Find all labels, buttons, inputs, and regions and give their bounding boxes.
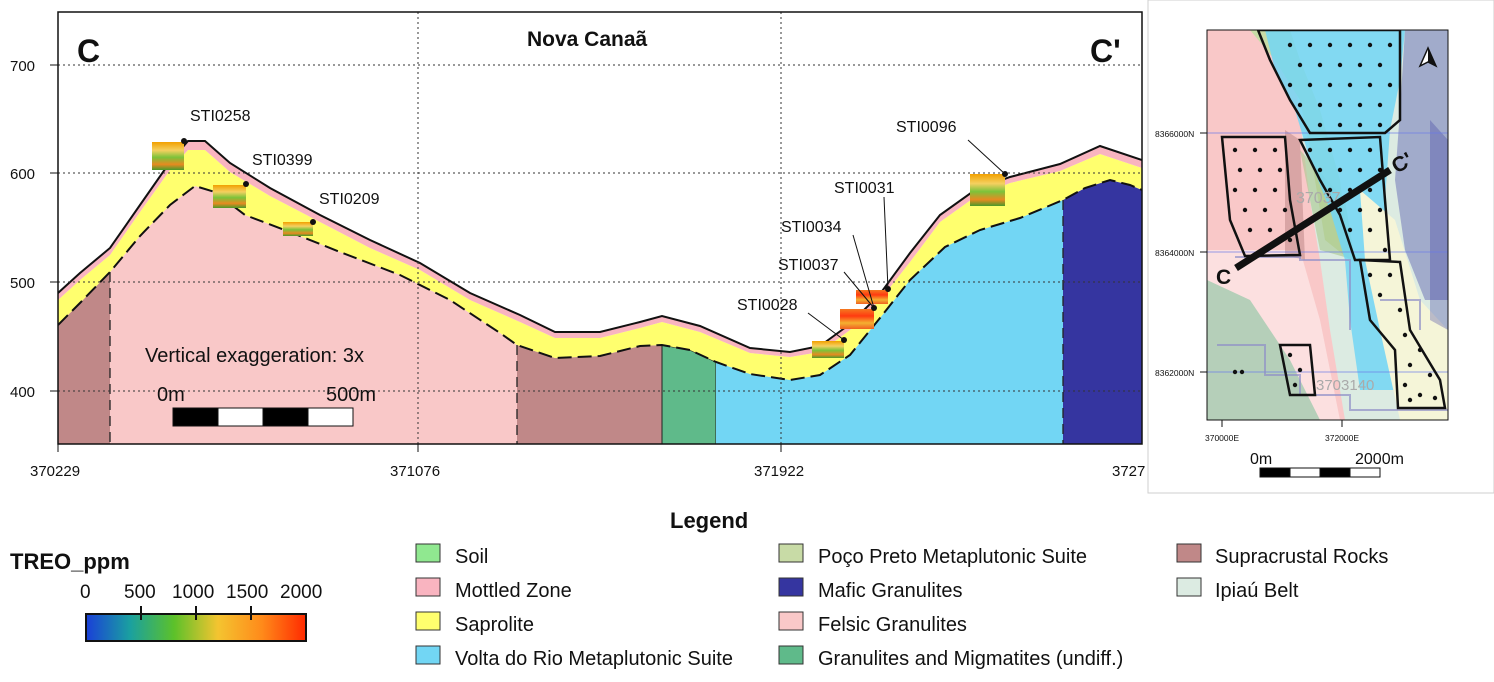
legend-item-felsic: Felsic Granulites bbox=[818, 614, 967, 636]
core-sti0258 bbox=[152, 142, 184, 170]
x-tick-371076: 371076 bbox=[390, 463, 440, 480]
section-start-label: C bbox=[77, 33, 100, 69]
map-faint-label-2: 3703140 bbox=[1316, 377, 1374, 394]
core-sti0209 bbox=[283, 222, 313, 236]
legend-swatch-supracrustal bbox=[1176, 543, 1202, 563]
unit-granulites-migmatites bbox=[661, 344, 717, 444]
legend-item-ipiau: Ipiaú Belt bbox=[1215, 580, 1299, 602]
topographic-surface bbox=[58, 140, 1142, 354]
map-scale-end: 2000m bbox=[1355, 451, 1404, 468]
core-sti0096 bbox=[970, 174, 1005, 206]
legend-item-poco-preto: Poço Preto Metaplutonic Suite bbox=[818, 546, 1087, 568]
legend-swatch-ipiau bbox=[1176, 577, 1202, 597]
section-frame bbox=[57, 11, 1143, 445]
y-tick-700: 700 bbox=[10, 58, 35, 75]
colorbar-tick-1500: 1500 bbox=[226, 582, 268, 603]
label-sti0034: STI0034 bbox=[781, 219, 842, 236]
section-end-label: C' bbox=[1090, 33, 1121, 69]
y-tick-600: 600 bbox=[10, 166, 35, 183]
legend-item-supracrustal: Supracrustal Rocks bbox=[1215, 546, 1388, 568]
legend-title: Legend bbox=[670, 508, 748, 533]
core-sti0037 bbox=[840, 309, 874, 329]
grid bbox=[58, 12, 1142, 444]
map-scale-bar bbox=[1259, 467, 1381, 478]
unit-volta-do-rio bbox=[716, 200, 1063, 444]
core-sti0028 bbox=[812, 341, 844, 358]
section-title: Nova Canaã bbox=[527, 28, 648, 51]
legend-item-soil: Soil bbox=[455, 546, 488, 568]
inset-map: 37037 3703140 C C' 8366000N 8364000N 836… bbox=[1147, 0, 1494, 494]
scale-start: 0m bbox=[157, 384, 185, 406]
drillhole-traces bbox=[152, 142, 1005, 358]
label-sti0028: STI0028 bbox=[737, 297, 798, 314]
x-tick-370229: 370229 bbox=[30, 463, 80, 480]
map-y-tick-3: 8362000N bbox=[1155, 368, 1194, 378]
map-scale-start: 0m bbox=[1250, 451, 1272, 468]
legend-item-saprolite: Saprolite bbox=[455, 614, 534, 636]
map-faint-label-1: 37037 bbox=[1296, 190, 1341, 207]
label-sti0031: STI0031 bbox=[834, 180, 895, 197]
map-y-tick-2: 8364000N bbox=[1155, 248, 1194, 258]
colorbar-tick-1000: 1000 bbox=[172, 582, 214, 603]
legend-item-granulites: Granulites and Migmatites (undiff.) bbox=[818, 648, 1123, 670]
legend-swatch-volta bbox=[415, 645, 441, 665]
y-axis: 700 600 500 400 bbox=[10, 58, 58, 401]
unit-mafic-granulites bbox=[1063, 180, 1142, 444]
map-drill-points bbox=[1232, 42, 1438, 403]
map-x-tick-1: 370000E bbox=[1205, 433, 1239, 443]
legend-swatch-saprolite bbox=[415, 611, 441, 631]
colorbar-title: TREO_ppm bbox=[10, 549, 130, 574]
cross-section: 700 600 500 400 370229 371076 371922 372… bbox=[10, 11, 1145, 480]
map-section-line bbox=[1234, 167, 1392, 271]
colorbar-tick-500: 500 bbox=[124, 582, 156, 603]
legend-item-mottled: Mottled Zone bbox=[455, 580, 572, 602]
colorbar-tick-2000: 2000 bbox=[280, 582, 322, 603]
unit-felsic-granulites bbox=[58, 186, 517, 444]
legend-swatch-mafic bbox=[778, 577, 804, 597]
label-sti0096: STI0096 bbox=[896, 119, 957, 136]
label-sti0399: STI0399 bbox=[252, 152, 313, 169]
drillhole-labels: STI0258 STI0399 STI0209 STI0096 STI0031 … bbox=[181, 108, 1008, 343]
legend-item-volta: Volta do Rio Metaplutonic Suite bbox=[455, 648, 733, 670]
legend: Legend Soil Mottled Zone Saprolite Volta… bbox=[415, 508, 1388, 670]
scale-end: 500m bbox=[326, 384, 376, 406]
label-sti0209: STI0209 bbox=[319, 191, 380, 208]
map-x-tick-2: 372000E bbox=[1325, 433, 1359, 443]
legend-swatch-poco-preto bbox=[778, 543, 804, 563]
lithological-contacts bbox=[109, 200, 1064, 444]
legend-swatch-felsic bbox=[778, 611, 804, 631]
legend-swatch-granulites bbox=[778, 645, 804, 665]
weathering-front bbox=[58, 178, 1142, 382]
label-sti0037: STI0037 bbox=[778, 257, 839, 274]
legend-item-mafic: Mafic Granulites bbox=[818, 580, 963, 602]
x-tick-371922: 371922 bbox=[754, 463, 804, 480]
unit-supracrustal-middle bbox=[517, 345, 662, 444]
x-axis: 370229 371076 371922 3727 bbox=[30, 444, 1145, 480]
legend-swatch-soil bbox=[415, 543, 441, 563]
label-sti0258: STI0258 bbox=[190, 108, 251, 125]
core-sti0031 bbox=[856, 290, 888, 304]
x-tick-3727: 3727 bbox=[1112, 463, 1145, 480]
map-y-tick-1: 8366000N bbox=[1155, 129, 1194, 139]
y-tick-500: 500 bbox=[10, 275, 35, 292]
treo-colorbar: TREO_ppm 0 500 1000 1500 2000 bbox=[10, 549, 322, 642]
legend-swatch-mottled bbox=[415, 577, 441, 597]
colorbar-tick-0: 0 bbox=[80, 582, 91, 603]
section-scale-bar bbox=[172, 407, 354, 427]
vertical-exaggeration: Vertical exaggeration: 3x bbox=[145, 345, 364, 367]
y-tick-400: 400 bbox=[10, 384, 35, 401]
core-sti0399 bbox=[213, 185, 246, 208]
unit-supracrustal-left bbox=[58, 272, 110, 444]
map-section-start: C bbox=[1216, 266, 1231, 289]
north-arrow-icon bbox=[1418, 46, 1438, 68]
